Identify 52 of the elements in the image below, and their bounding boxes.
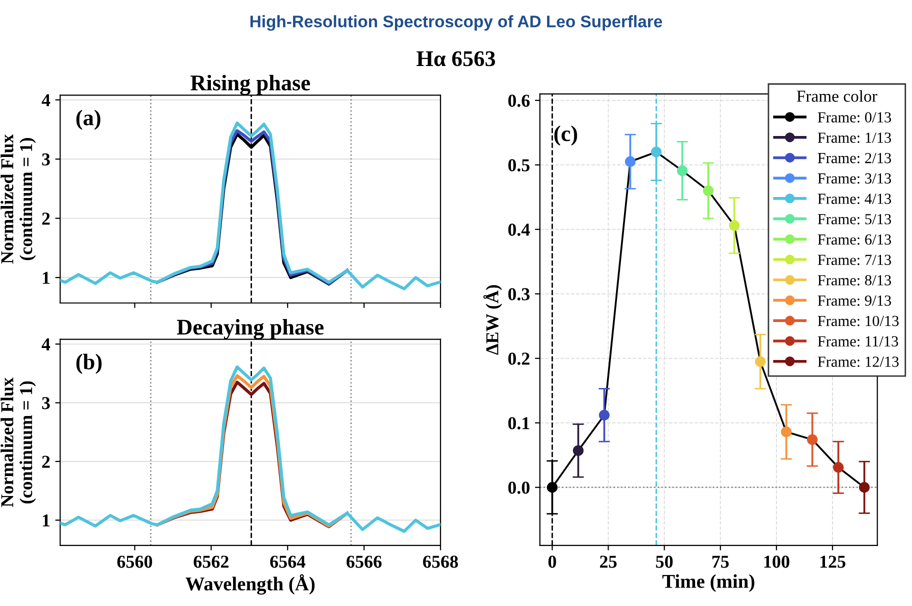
y-tick-label: 0.0 <box>508 482 530 494</box>
legend-label: Frame: 12/13 <box>818 356 899 367</box>
y-tick-label: 0.1 <box>508 417 530 430</box>
y-tick-label: 3 <box>42 397 50 410</box>
chart-title: Decaying phase <box>176 319 324 340</box>
x-axis-title: Wavelength (Å) <box>186 574 315 595</box>
x-tick-label: 125 <box>820 556 846 568</box>
y-axis-title: ΔEW (Å) <box>483 285 502 355</box>
legend-title: Frame color <box>796 90 878 102</box>
y-tick-label: 2 <box>42 456 50 468</box>
text: High-Resolution Spectroscopy of AD Leo Superflare <box>250 15 662 31</box>
legend-label: Frame: 3/13 <box>818 173 892 184</box>
legend-label: Frame: 1/13 <box>818 132 892 143</box>
legend-label: Frame: 10/13 <box>818 316 899 326</box>
y-tick-label: 0.3 <box>508 288 530 300</box>
x-tick-label: 6560 <box>117 556 152 568</box>
y-tick-label: 0.2 <box>508 352 530 365</box>
legend-label: Frame: 2/13 <box>818 152 892 164</box>
y-tick-label: 2 <box>42 212 50 225</box>
legend-label: Frame: 5/13 <box>818 214 892 224</box>
y-tick-label: 1 <box>42 272 50 284</box>
legend-label: Frame: 4/13 <box>818 194 892 204</box>
x-tick-label: 75 <box>712 556 729 568</box>
x-tick-label: 25 <box>600 556 617 568</box>
annotation: (b) <box>76 354 102 374</box>
y-tick-label: 3 <box>42 153 50 166</box>
y-tick-label: 0.4 <box>508 224 530 236</box>
y-axis-title: Normalized Flux (continuum = 1) <box>0 134 36 264</box>
chart-title: Rising phase <box>190 74 310 96</box>
text: Hα 6563 <box>416 51 496 66</box>
x-tick-label: 6568 <box>423 556 458 568</box>
y-tick-label: 0.6 <box>508 94 530 107</box>
x-tick-label: 50 <box>656 556 673 568</box>
legend-label: Frame: 9/13 <box>818 296 892 306</box>
annotation: (c) <box>554 126 578 146</box>
y-axis-title: Normalized Flux (continuum = 1) <box>0 378 36 507</box>
y-tick-label: 1 <box>42 514 50 526</box>
annotation: (a) <box>76 110 100 130</box>
legend-label: Frame: 11/13 <box>818 336 898 347</box>
x-tick-label: 0 <box>548 556 556 568</box>
legend-label: Frame: 7/13 <box>818 254 892 266</box>
legend-label: Frame: 8/13 <box>818 275 892 286</box>
legend-label: Frame: 6/13 <box>818 234 892 245</box>
x-tick-label: 6566 <box>346 556 382 568</box>
y-tick-label: 0.5 <box>508 159 530 172</box>
x-tick-label: 6564 <box>270 556 306 568</box>
legend-label: Frame: 0/13 <box>818 112 892 123</box>
x-tick-label: 100 <box>764 556 790 568</box>
y-tick-label: 4 <box>42 338 50 350</box>
y-tick-label: 4 <box>42 94 50 106</box>
x-tick-label: 6562 <box>194 556 228 568</box>
x-axis-title: Time (min) <box>662 574 754 592</box>
